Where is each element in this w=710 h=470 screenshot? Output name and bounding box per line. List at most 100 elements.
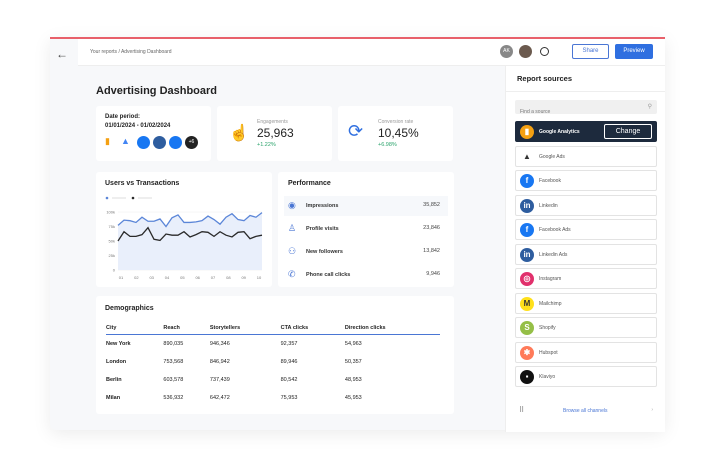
hubspot-icon: ✱ bbox=[520, 345, 534, 360]
metric-label: Phone call clicks bbox=[306, 272, 351, 278]
metric-label: Profile visits bbox=[306, 226, 339, 232]
source-label: Instagram bbox=[539, 276, 562, 282]
chart-title: Users vs Transactions bbox=[105, 180, 180, 187]
y-tick-label: 25k bbox=[109, 253, 115, 258]
metric-value: 35,852 bbox=[423, 202, 440, 208]
column-header[interactable]: Direction clicks bbox=[344, 322, 440, 335]
table-cell: 50,357 bbox=[344, 359, 362, 365]
series-area bbox=[118, 212, 262, 270]
back-arrow-icon[interactable]: ← bbox=[56, 47, 68, 61]
table-cell: 737,439 bbox=[209, 377, 230, 383]
facebook-ads-icon bbox=[169, 136, 182, 149]
source-label: Mailchimp bbox=[539, 300, 562, 307]
report-sources-panel: Report sources ⚲ ▮ Google Analytics Change… bbox=[505, 66, 665, 432]
table-row: Milan 536,932 642,472 75,953 45,953 bbox=[106, 389, 440, 407]
source-linkedin[interactable]: in Linkedin bbox=[515, 194, 657, 216]
performance-row[interactable]: ♙ Profile visits 23,846 bbox=[284, 219, 448, 239]
breadcrumb[interactable]: Your reports / Advertising Dashboard bbox=[90, 49, 172, 55]
column-header[interactable]: Reach bbox=[163, 322, 210, 335]
metric-icon: ⚇ bbox=[288, 246, 297, 256]
performance-row[interactable]: ✆ Phone call clicks 9,946 bbox=[284, 265, 448, 285]
x-tick-label: 02 bbox=[134, 275, 139, 280]
demographics-title: Demographics bbox=[105, 305, 154, 312]
source-label: Linkedin Ads bbox=[539, 251, 568, 258]
source-google-ads[interactable]: ▲ Google Ads bbox=[515, 145, 657, 167]
column-header[interactable]: CTA clicks bbox=[280, 322, 345, 335]
kpi-value: 10,45% bbox=[378, 126, 419, 140]
column-header[interactable]: City bbox=[106, 322, 164, 335]
kpi-label: Conversion rate bbox=[378, 119, 414, 125]
table-cell: 890,035 bbox=[163, 341, 184, 347]
source-label: Klaviyo bbox=[539, 374, 556, 380]
y-tick-label: 50k bbox=[109, 239, 115, 244]
line-chart[interactable]: 0 25k 50k 75k 100k 01 02 03 04 05 06 07 08 09 10 bbox=[96, 172, 272, 287]
performance-title: Performance bbox=[288, 180, 331, 187]
refresh-icon: ⟳ bbox=[348, 121, 364, 141]
google-analytics-icon: ▮ bbox=[105, 136, 110, 146]
legend-marker bbox=[131, 196, 135, 200]
comments-icon[interactable] bbox=[540, 47, 549, 56]
date-value[interactable]: 01/01/2024 - 01/02/2024 bbox=[105, 123, 171, 129]
source-google-analytics[interactable]: ▮ Google Analytics Change bbox=[515, 121, 657, 142]
source-label: Facebook bbox=[539, 178, 561, 184]
avatar-photo[interactable] bbox=[519, 45, 532, 58]
source-hubspot[interactable]: ✱ Hubspot bbox=[515, 341, 657, 363]
source-linkedin-ads[interactable]: in Linkedin Ads bbox=[515, 243, 657, 265]
date-label: Date period: bbox=[105, 114, 141, 120]
kpi-card-conversion: ⟳ Conversion rate 10,45% +6.98% bbox=[338, 106, 453, 161]
more-sources-badge[interactable]: +6 bbox=[185, 136, 198, 149]
avatar[interactable]: AK bbox=[500, 45, 513, 58]
source-icons: ▮ ▲ +6 bbox=[105, 136, 198, 149]
table-cell: Berlin bbox=[106, 377, 122, 383]
demographics-card: Demographics City Reach Storytellers CTA cl… bbox=[96, 296, 454, 414]
source-shopify[interactable]: S Shopify bbox=[515, 317, 657, 338]
metric-label: Impressions bbox=[306, 203, 339, 209]
search-input[interactable] bbox=[515, 105, 635, 119]
table-row: London 753,568 846,942 89,946 50,357 bbox=[106, 353, 440, 371]
performance-row[interactable]: ◉ Impressions 35,852 bbox=[284, 196, 448, 216]
metric-value: 23,846 bbox=[423, 225, 440, 231]
column-header[interactable]: Storytellers bbox=[209, 322, 281, 335]
browse-label: Browse all channels bbox=[563, 408, 608, 414]
source-label: Google Analytics bbox=[539, 129, 580, 135]
table-cell: 603,578 bbox=[163, 377, 184, 383]
source-instagram[interactable]: ◎ Instagram bbox=[515, 268, 657, 289]
y-tick-label: 0 bbox=[113, 268, 116, 273]
panel-title: Report sources bbox=[517, 74, 573, 83]
x-tick-label: 10 bbox=[257, 275, 262, 280]
chevron-right-icon: › bbox=[651, 407, 653, 413]
mailchimp-icon: M bbox=[520, 296, 534, 311]
table-cell: London bbox=[106, 359, 127, 365]
performance-row[interactable]: ⚇ New followers 13,842 bbox=[284, 242, 448, 262]
share-button[interactable]: Share bbox=[572, 44, 609, 59]
x-tick-label: 01 bbox=[119, 275, 124, 280]
metric-icon: ✆ bbox=[288, 269, 296, 279]
source-facebook-ads[interactable]: f Facebook Ads bbox=[515, 219, 657, 240]
shopify-icon: S bbox=[520, 321, 534, 335]
table-cell: 92,357 bbox=[280, 341, 298, 347]
linkedin-icon bbox=[153, 136, 166, 149]
table-cell: 846,942 bbox=[209, 359, 230, 365]
source-label: Hubspot bbox=[539, 349, 558, 356]
kpi-card-engagements: ☝ Engagements 25,963 +1.22% bbox=[217, 106, 332, 161]
table-cell: 75,953 bbox=[280, 395, 298, 401]
source-search[interactable]: ⚲ bbox=[515, 100, 657, 119]
source-label: Linkedin bbox=[539, 202, 558, 209]
change-button[interactable]: Change bbox=[604, 124, 652, 139]
x-tick-label: 09 bbox=[241, 275, 246, 280]
table-cell: New York bbox=[106, 341, 131, 347]
browse-all-channels[interactable]: ⠿ Browse all channels › bbox=[515, 403, 657, 419]
y-tick-label: 100k bbox=[106, 210, 115, 215]
source-mailchimp[interactable]: M Mailchimp bbox=[515, 292, 657, 314]
table-cell: 89,946 bbox=[280, 359, 298, 365]
source-facebook[interactable]: f Facebook bbox=[515, 170, 657, 191]
x-tick-label: 05 bbox=[180, 275, 185, 280]
preview-button[interactable]: Preview bbox=[615, 44, 653, 59]
facebook-ads-icon: f bbox=[520, 223, 534, 237]
table-cell: 753,568 bbox=[163, 359, 184, 365]
source-klaviyo[interactable]: ▪ Klaviyo bbox=[515, 366, 657, 387]
kpi-delta: +6.98% bbox=[378, 142, 397, 148]
table-cell: 80,542 bbox=[280, 377, 298, 383]
hand-pointer-icon: ☝ bbox=[229, 125, 249, 142]
table-cell: 45,953 bbox=[344, 395, 362, 401]
